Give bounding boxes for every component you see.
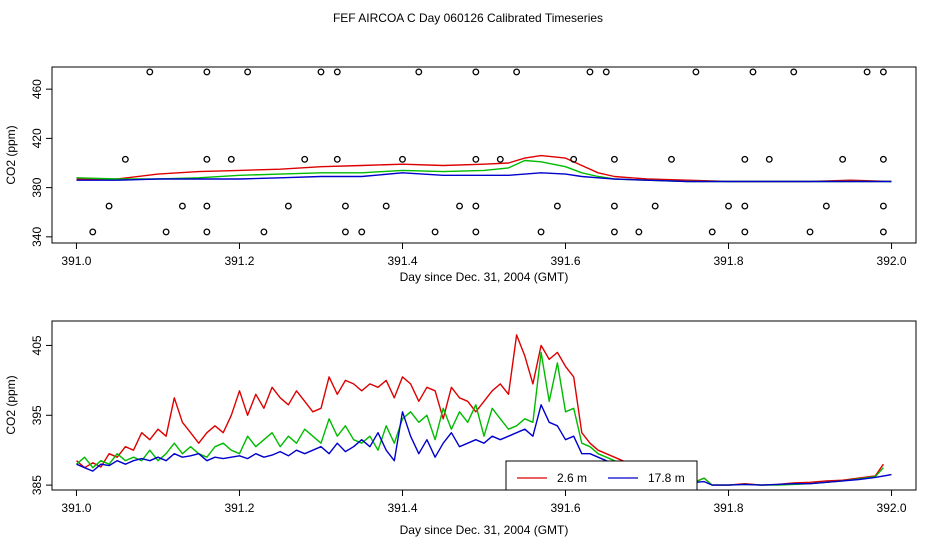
scatter-point — [765, 155, 773, 163]
scatter-point — [879, 202, 887, 210]
x-tick-label: 392.0 — [877, 501, 907, 515]
scatter-point — [317, 68, 325, 76]
series-line-blue — [76, 172, 892, 183]
scatter-point — [358, 228, 366, 236]
x-tick-label: 391.6 — [550, 254, 580, 268]
scatter-point — [692, 68, 700, 76]
scatter-point — [879, 228, 887, 236]
scatter-point — [121, 155, 129, 163]
scatter-point — [610, 228, 618, 236]
y-tick-label: 420 — [30, 128, 44, 148]
scatter-point — [570, 155, 578, 163]
scatter-point — [399, 155, 406, 163]
top-series-lines — [76, 154, 892, 183]
scatter-point — [472, 228, 480, 236]
scatter-point — [203, 68, 211, 76]
bottom-x-axis: 391.0 391.2 391.4 391.6 391.8 392.0 — [61, 490, 907, 515]
x-tick-label: 391.0 — [61, 254, 91, 268]
scatter-point — [178, 202, 186, 210]
top-scatter-points — [89, 68, 887, 236]
scatter-point — [749, 68, 757, 76]
scatter-point — [586, 68, 594, 76]
bottom-y-axis: 385 395 405 — [30, 335, 52, 495]
scatter-point — [472, 155, 480, 163]
x-tick-label: 391.2 — [224, 501, 254, 515]
scatter-point — [382, 202, 390, 210]
scatter-point — [741, 155, 749, 163]
scatter-point — [496, 155, 504, 163]
x-tick-label: 391.8 — [714, 501, 744, 515]
scatter-point — [203, 202, 211, 210]
scatter-point — [513, 68, 521, 76]
scatter-point — [227, 155, 235, 163]
scatter-point — [301, 155, 309, 163]
scatter-point — [553, 202, 561, 210]
scatter-point — [708, 228, 716, 236]
x-tick-label: 391.4 — [387, 501, 417, 515]
scatter-point — [741, 202, 749, 210]
scatter-point — [456, 202, 463, 210]
scatter-point — [879, 68, 887, 76]
scatter-point — [610, 202, 618, 210]
scatter-point — [431, 228, 439, 236]
scatter-point — [341, 202, 349, 210]
scatter-point — [284, 202, 292, 210]
y-tick-label: 380 — [30, 177, 44, 197]
x-tick-label: 391.6 — [550, 501, 580, 515]
scatter-point — [89, 228, 97, 236]
y-tick-label: 405 — [30, 335, 44, 355]
scatter-point — [879, 155, 887, 163]
legend: 2.6 m 17.8 m — [505, 460, 698, 491]
top-x-axis: 391.0 391.2 391.4 391.6 391.8 392.0 — [61, 243, 907, 268]
y-tick-label: 385 — [30, 475, 44, 495]
x-tick-label: 391.4 — [387, 254, 417, 268]
top-plot-frame — [51, 66, 917, 244]
scatter-point — [635, 228, 643, 236]
scatter-point — [741, 228, 749, 236]
legend-label-2.6m: 2.6 m — [557, 471, 587, 485]
scatter-point — [863, 68, 871, 76]
scatter-point — [610, 155, 618, 163]
x-tick-label: 391.0 — [61, 501, 91, 515]
scatter-point — [602, 68, 610, 76]
figure-title: FEF AIRCOA C Day 060126 Calibrated Times… — [333, 11, 603, 25]
top-y-axis: 340 380 420 460 — [30, 79, 52, 247]
legend-box — [505, 460, 698, 491]
top-x-axis-label: Day since Dec. 31, 2004 (GMT) — [400, 270, 569, 284]
scatter-point — [725, 202, 732, 210]
y-tick-label: 340 — [30, 227, 44, 247]
scatter-point — [105, 202, 113, 210]
x-tick-label: 391.2 — [224, 254, 254, 268]
scatter-point — [341, 228, 349, 236]
scatter-point — [668, 155, 675, 163]
scatter-point — [333, 155, 341, 163]
scatter-point — [472, 202, 480, 210]
scatter-point — [651, 202, 659, 210]
bottom-x-axis-label: Day since Dec. 31, 2004 (GMT) — [400, 523, 569, 537]
scatter-point — [203, 228, 211, 236]
bottom-y-axis-label: CO2 (ppm) — [4, 375, 18, 434]
y-tick-label: 395 — [30, 405, 44, 425]
y-tick-label: 460 — [30, 79, 44, 99]
legend-label-17.8m: 17.8 m — [648, 471, 685, 485]
scatter-point — [333, 68, 341, 76]
scatter-point — [790, 68, 798, 76]
scatter-point — [260, 228, 268, 236]
scatter-point — [162, 228, 170, 236]
top-plot: 391.0 391.2 391.4 391.6 391.8 392.0 340 380 420… — [4, 66, 917, 284]
x-tick-label: 391.8 — [714, 254, 744, 268]
scatter-point — [472, 68, 480, 76]
scatter-point — [203, 155, 211, 163]
scatter-point — [822, 202, 830, 210]
scatter-point — [839, 155, 847, 163]
top-y-axis-label: CO2 (ppm) — [4, 125, 18, 184]
scatter-point — [806, 228, 814, 236]
scatter-point — [537, 228, 545, 236]
scatter-point — [146, 68, 154, 76]
scatter-point — [244, 68, 252, 76]
bottom-plot-frame — [51, 320, 917, 491]
x-tick-label: 392.0 — [877, 254, 907, 268]
scatter-point — [415, 68, 423, 76]
